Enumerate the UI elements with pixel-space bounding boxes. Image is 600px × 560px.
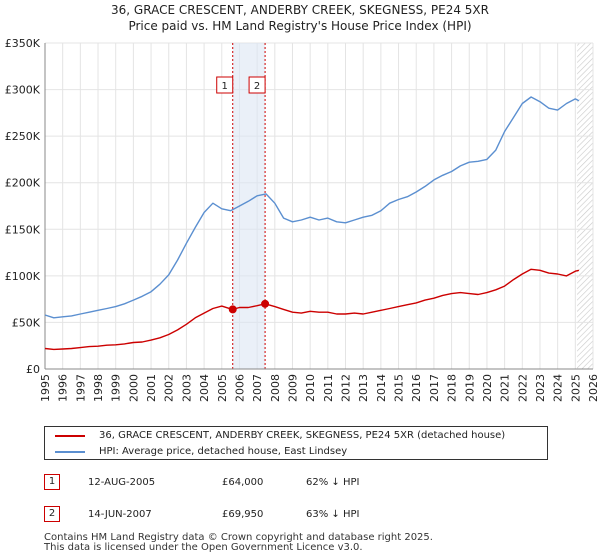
x-tick-label: 1999 xyxy=(110,374,123,402)
x-tick-label: 2013 xyxy=(357,374,370,402)
footer-licence: This data is licensed under the Open Gov… xyxy=(44,542,363,553)
annotation-box xyxy=(216,76,234,94)
x-tick-label: 2017 xyxy=(428,374,441,402)
chart-title: 36, GRACE CRESCENT, ANDERBY CREEK, SKEGN… xyxy=(111,3,489,17)
y-tick-label: £50K xyxy=(12,316,41,329)
x-tick-label: 2014 xyxy=(375,374,388,402)
legend-label-property: 36, GRACE CRESCENT, ANDERBY CREEK, SKEGN… xyxy=(99,430,506,441)
transaction-price: £69,950 xyxy=(222,509,264,520)
x-tick-label: 2005 xyxy=(216,374,229,402)
y-tick-label: £150K xyxy=(5,223,41,236)
x-tick-label: 2006 xyxy=(233,374,246,402)
transaction-badge: 2 xyxy=(44,506,60,522)
legend-swatch-property xyxy=(55,435,85,437)
y-tick-label: £300K xyxy=(5,84,41,97)
x-tick-label: 2000 xyxy=(127,374,140,402)
x-tick-label: 2002 xyxy=(163,374,176,402)
x-tick-label: 2020 xyxy=(481,374,494,402)
x-tick-label: 2010 xyxy=(304,374,317,402)
x-tick-label: 1996 xyxy=(57,374,70,402)
y-tick-label: £200K xyxy=(5,177,41,190)
footer-copyright: Contains HM Land Registry data © Crown c… xyxy=(44,532,433,543)
x-tick-label: 2011 xyxy=(322,374,335,402)
series-line-property xyxy=(44,268,580,351)
transaction-row: 2 14-JUN-2007 £69,950 63% ↓ HPI xyxy=(44,505,548,525)
x-tick-label: 2026 xyxy=(587,374,600,402)
y-tick-label: £350K xyxy=(5,37,41,50)
sale-point xyxy=(261,299,270,308)
y-tick-label: £0 xyxy=(26,363,40,376)
sale-point xyxy=(228,305,237,314)
x-tick-label: 2016 xyxy=(410,374,423,402)
transaction-date: 14-JUN-2007 xyxy=(88,509,152,520)
x-tick-label: 2023 xyxy=(534,374,547,402)
y-tick-label: £100K xyxy=(5,270,41,283)
price-chart: £0 £50K £100K £150K £200K £250K £300K £350K 1995… xyxy=(5,37,600,402)
transaction-hpi-diff: 62% ↓ HPI xyxy=(306,477,360,488)
x-tick-label: 2004 xyxy=(198,374,211,402)
transaction-price: £64,000 xyxy=(222,477,264,488)
plot-area xyxy=(45,43,593,369)
x-tick-label: 1998 xyxy=(92,374,105,402)
x-tick-label: 1997 xyxy=(74,374,87,402)
annotation-label: 2 xyxy=(254,81,260,92)
legend-swatch-hpi xyxy=(55,451,85,453)
x-tick-label: 2001 xyxy=(145,374,158,402)
transaction-badge: 1 xyxy=(44,474,60,490)
forecast-hatch-region xyxy=(577,43,593,369)
x-tick-label: 2019 xyxy=(463,374,476,402)
transaction-hpi-diff: 63% ↓ HPI xyxy=(306,509,360,520)
x-tick-label: 2003 xyxy=(180,374,193,402)
legend: 36, GRACE CRESCENT, ANDERBY CREEK, SKEGN… xyxy=(44,426,548,460)
x-tick-label: 1995 xyxy=(39,374,52,402)
legend-label-hpi: HPI: Average price, detached house, East… xyxy=(99,446,348,457)
transaction-date: 12-AUG-2005 xyxy=(88,477,156,488)
x-tick-label: 2022 xyxy=(516,374,529,402)
x-tick-label: 2024 xyxy=(552,374,565,402)
x-tick-label: 2007 xyxy=(251,374,264,402)
y-tick-label: £250K xyxy=(5,130,41,143)
transaction-row: 1 12-AUG-2005 £64,000 62% ↓ HPI xyxy=(44,473,548,493)
x-tick-label: 2021 xyxy=(499,374,512,402)
x-tick-label: 2015 xyxy=(393,374,406,402)
x-tick-label: 2018 xyxy=(446,374,459,402)
annotation-label: 1 xyxy=(222,81,228,92)
x-tick-label: 2012 xyxy=(340,374,353,402)
x-tick-label: 2009 xyxy=(286,374,299,402)
chart-subtitle: Price paid vs. HM Land Registry's House … xyxy=(128,19,472,33)
series-line-hpi xyxy=(44,96,580,319)
x-tick-label: 2008 xyxy=(269,374,282,402)
x-tick-label: 2025 xyxy=(569,374,582,402)
annotation-box xyxy=(248,76,266,94)
